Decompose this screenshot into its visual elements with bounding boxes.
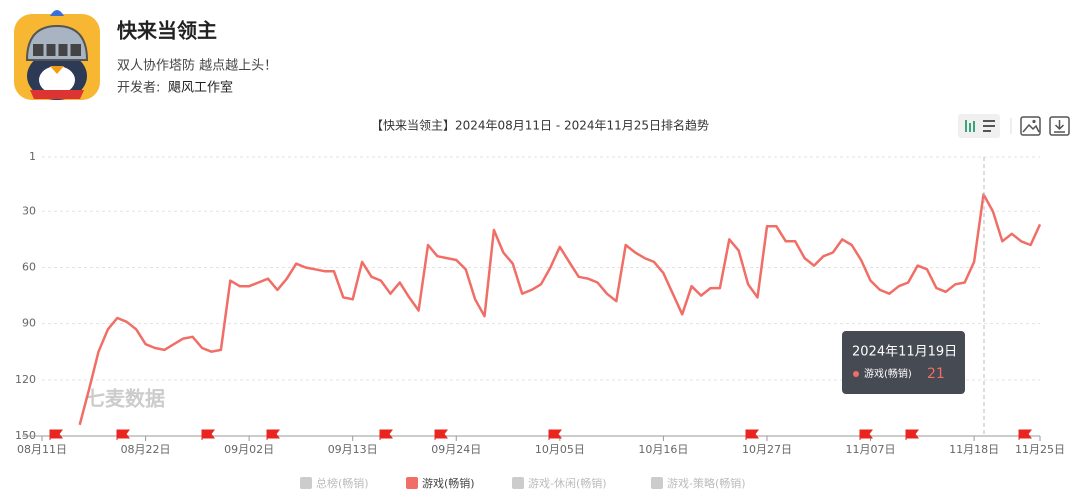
legend-swatch[interactable] <box>512 477 524 489</box>
tooltip: 2024年11月19日 游戏(畅销) 21 <box>842 331 965 394</box>
x-tick-label: 09月13日 <box>328 443 378 456</box>
x-tick-label: 11月25日 <box>1015 443 1065 456</box>
developer-label: 开发者: <box>117 80 160 96</box>
app-icon <box>14 10 100 100</box>
tooltip-title: 2024年11月19日 <box>852 345 957 360</box>
app-name: 快来当领主 <box>117 19 217 43</box>
watermark: 七麦数据 <box>85 387 165 411</box>
x-tick-label: 10月16日 <box>638 443 688 456</box>
x-tick-label: 10月05日 <box>535 443 585 456</box>
x-tick-label: 11月07日 <box>846 443 896 456</box>
legend-swatch[interactable] <box>300 477 312 489</box>
y-tick-label: 1 <box>29 150 36 163</box>
legend-swatch[interactable] <box>406 477 418 489</box>
y-tick-label: 30 <box>22 204 36 217</box>
legend-swatch[interactable] <box>651 477 663 489</box>
legend-label[interactable]: 游戏-策略(畅销) <box>667 476 746 490</box>
y-tick-label: 90 <box>22 317 36 330</box>
chart-title: 【快来当领主】2024年08月11日 - 2024年11月25日排名趋势 <box>371 118 709 133</box>
x-tick-label: 09月24日 <box>431 443 481 456</box>
legend-label[interactable]: 游戏-休闲(畅销) <box>528 476 607 490</box>
legend-label[interactable]: 总榜(畅销) <box>316 476 369 490</box>
app-slogan: 双人协作塔防 越点越上头！ <box>117 58 277 74</box>
legend: 总榜(畅销) 游戏(畅销) 游戏-休闲(畅销) 游戏-策略(畅销) <box>300 476 746 490</box>
tooltip-value: 21 <box>927 366 945 382</box>
tooltip-series: 游戏(畅销) <box>864 367 912 380</box>
series-line <box>78 193 1042 426</box>
download-button[interactable] <box>1049 116 1070 136</box>
toolbar <box>958 114 1070 138</box>
event-flags <box>49 429 1032 440</box>
x-tick-label: 09月02日 <box>224 443 274 456</box>
x-tick-label: 08月11日 <box>17 443 67 456</box>
x-tick-label: 11月18日 <box>949 443 999 456</box>
save-image-button[interactable] <box>1020 116 1041 136</box>
y-tick-label: 60 <box>22 260 36 273</box>
x-tick-label: 10月27日 <box>742 443 792 456</box>
y-tick-label: 120 <box>15 373 36 386</box>
x-tick-label: 08月22日 <box>121 443 171 456</box>
legend-label[interactable]: 游戏(畅销) <box>422 476 475 490</box>
developer-name: 飓风工作室 <box>168 80 233 96</box>
